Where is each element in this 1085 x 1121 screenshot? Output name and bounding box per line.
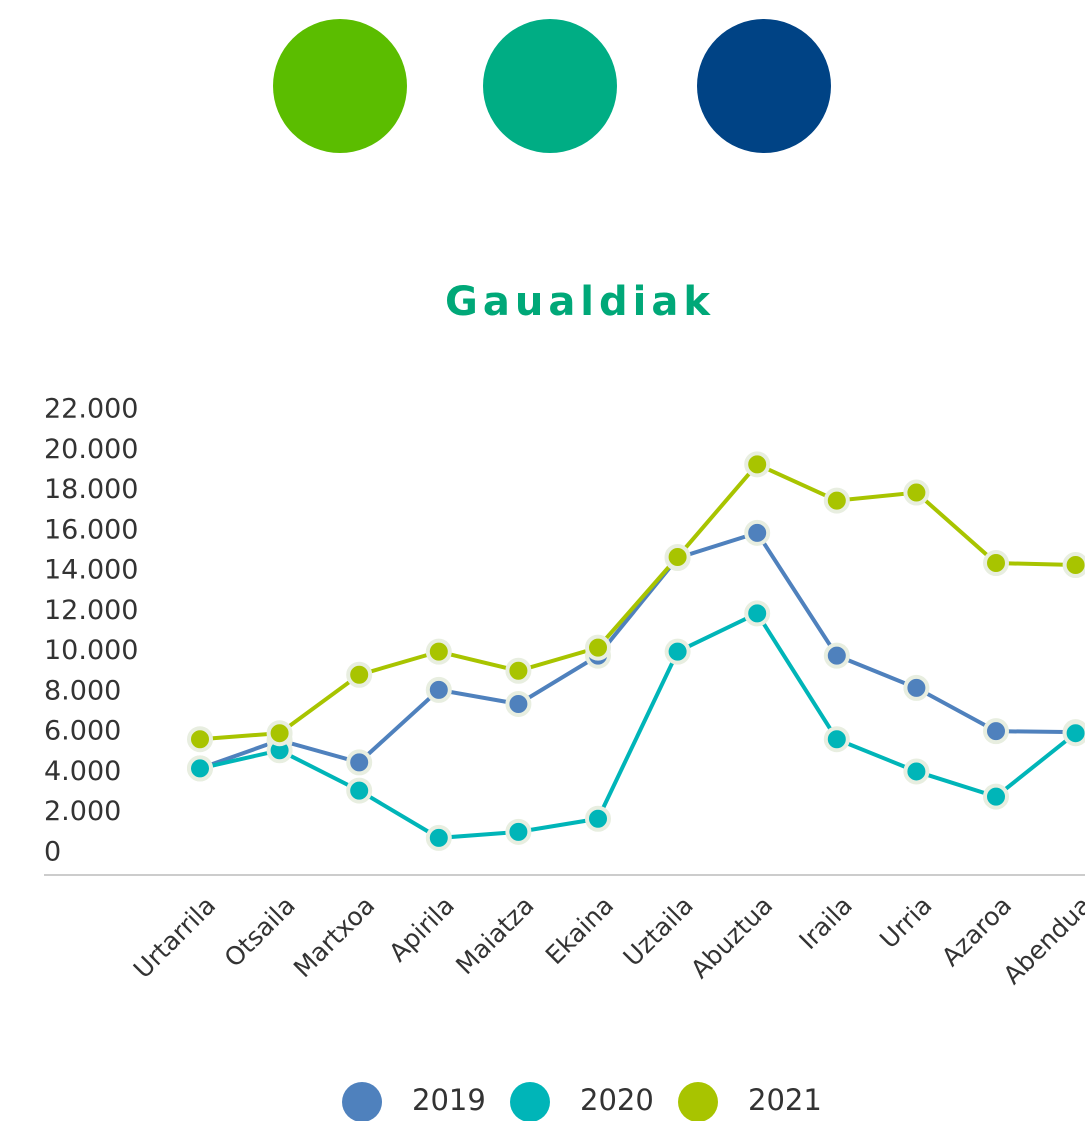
data-point [346,661,373,688]
data-point [187,755,213,782]
y-tick-label: 22.000 [44,394,138,425]
y-tick-label: 14.000 [44,555,138,586]
data-point [823,726,850,753]
data-point [903,758,930,785]
legend-swatch [678,1082,718,1121]
series-line [199,530,1076,771]
x-tick-label: Ekaina [540,891,619,970]
decor-circle [697,19,831,153]
y-tick-label: 16.000 [44,514,138,545]
data-point [585,634,611,661]
data-point [266,720,293,747]
y-tick-label: 0 [44,837,61,868]
data-point [505,690,532,717]
data-point [744,519,771,546]
decor-circle [273,19,407,153]
data-point [585,805,611,832]
data-point [664,638,691,665]
data-point [903,674,930,701]
series-line [199,461,1076,742]
data-point [664,543,691,570]
data-point [505,657,532,684]
legend-swatch [342,1082,382,1121]
data-point [346,777,373,804]
chart-title: Gaualdiak [445,279,715,325]
data-point [744,451,771,478]
legend-label: 2021 [748,1083,822,1117]
y-tick-label: 10.000 [44,635,138,666]
x-tick-label: Abuztua [685,891,778,984]
y-tick-label: 8.000 [44,675,121,706]
x-tick-label: Urria [874,891,937,954]
x-tick-label: Urtarrila [128,891,221,984]
data-point [425,676,452,703]
x-tick-label: Otsaila [219,891,301,973]
x-tick-label: Martxoa [288,891,380,983]
y-tick-label: 12.000 [44,595,138,626]
legend-label: 2020 [580,1083,654,1117]
data-point [425,824,452,851]
x-tick-label: Iraila [794,891,858,955]
y-tick-label: 6.000 [44,716,121,747]
legend-swatch [510,1082,550,1121]
legend-label: 2019 [412,1083,486,1117]
data-point [903,479,930,506]
y-tick-label: 4.000 [44,756,121,787]
data-point [187,726,213,753]
data-point [744,600,771,627]
x-tick-label: Uztaila [618,891,699,972]
decor-circle [483,19,617,153]
y-tick-label: 20.000 [44,434,138,465]
series-line [199,610,1077,840]
data-point [983,550,1009,577]
data-point [1062,552,1085,579]
data-point [823,642,850,669]
y-tick-label: 18.000 [44,474,138,505]
x-tick-label: Apirila [383,891,460,968]
x-tick-label: Maiatza [450,891,539,980]
data-point [1062,720,1085,747]
y-tick-label: 2.000 [44,796,121,827]
x-tick-label: Azaroa [936,891,1017,972]
data-point [425,638,452,665]
data-point [983,718,1009,745]
data-point [823,487,850,514]
data-point [505,818,532,845]
data-point [983,783,1009,810]
data-point [346,749,373,776]
